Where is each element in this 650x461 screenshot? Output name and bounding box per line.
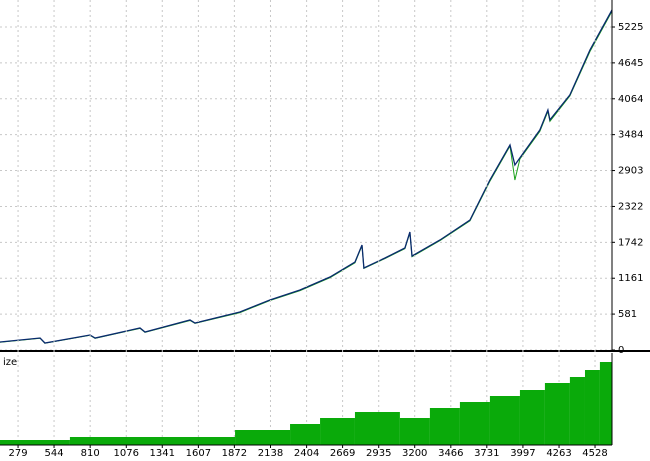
x-tick-label: 2669 [330,448,355,459]
x-tick-label: 3731 [474,448,499,459]
x-tick-label: 810 [81,448,100,459]
bar [544,383,570,445]
bar [569,377,585,445]
y-tick-label: 5225 [618,22,643,33]
y-tick-label: 4064 [618,94,643,105]
panel-label: ize [3,357,17,368]
x-tick-label: 1341 [150,448,175,459]
x-tick-label: 2935 [366,448,391,459]
x-tick-label: 279 [9,448,28,459]
bar [320,418,355,445]
bar [519,390,545,445]
x-tick-label: 3997 [510,448,535,459]
bar [0,440,70,445]
y-tick-label: 2322 [618,201,643,212]
bar [584,370,600,445]
y-tick-label: 3484 [618,130,643,141]
series-line [0,9,613,344]
x-tick-label: 1607 [186,448,211,459]
x-tick-label: 1076 [114,448,139,459]
x-tick-label: 2138 [258,448,283,459]
y-tick-label: 1161 [618,273,643,284]
x-tick-label: 4263 [546,448,571,459]
bar [354,412,400,445]
bar [399,418,430,445]
x-tick-label: 1872 [222,448,247,459]
bar [599,362,612,445]
x-tick-label: 3200 [402,448,427,459]
x-tick-label: 4528 [582,448,607,459]
x-tick-label: 544 [44,448,63,459]
bar [69,437,236,445]
y-tick-label: 1742 [618,237,643,248]
bar [489,396,520,445]
bar [235,430,291,445]
x-tick-label: 3466 [438,448,463,459]
series-line [0,11,613,344]
y-tick-label: 581 [618,309,637,320]
y-tick-label: 4645 [618,58,643,69]
bar [429,408,460,445]
bar [290,424,321,445]
bar [459,402,490,445]
y-tick-label: 2903 [618,166,643,177]
x-tick-label: 2404 [294,448,319,459]
